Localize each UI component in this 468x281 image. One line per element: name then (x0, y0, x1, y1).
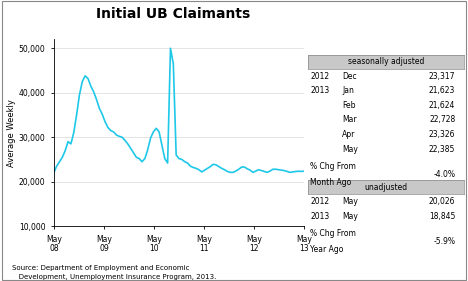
Text: Initial UB Claimants: Initial UB Claimants (96, 7, 250, 21)
Y-axis label: Average Weekly: Average Weekly (7, 99, 16, 167)
Text: May: May (342, 212, 358, 221)
Text: Development, Unemployment Insurance Program, 2013.: Development, Unemployment Insurance Prog… (12, 274, 216, 280)
Text: -4.0%: -4.0% (433, 170, 455, 179)
Text: Jan: Jan (342, 86, 354, 95)
Text: May: May (342, 197, 358, 206)
Text: 23,326: 23,326 (429, 130, 455, 139)
Text: % Chg From: % Chg From (310, 162, 356, 171)
Text: 2013: 2013 (310, 212, 329, 221)
Text: 22,385: 22,385 (429, 145, 455, 154)
Text: Month Ago: Month Ago (310, 178, 351, 187)
Text: % Chg From: % Chg From (310, 229, 356, 238)
Text: 23,317: 23,317 (429, 72, 455, 81)
Text: 2012: 2012 (310, 197, 329, 206)
Text: 21,623: 21,623 (429, 86, 455, 95)
Text: Dec: Dec (342, 72, 357, 81)
Text: Year Ago: Year Ago (310, 245, 344, 254)
Text: 21,624: 21,624 (429, 101, 455, 110)
Text: 2013: 2013 (310, 86, 329, 95)
Text: 2012: 2012 (310, 72, 329, 81)
Text: 22,728: 22,728 (429, 115, 455, 124)
Text: Apr: Apr (342, 130, 356, 139)
Text: -5.9%: -5.9% (433, 237, 455, 246)
Text: 20,026: 20,026 (429, 197, 455, 206)
Text: May: May (342, 145, 358, 154)
Text: 18,845: 18,845 (429, 212, 455, 221)
Text: Feb: Feb (342, 101, 356, 110)
Text: unadjusted: unadjusted (364, 183, 408, 192)
Text: Source: Department of Employment and Economic: Source: Department of Employment and Eco… (12, 265, 189, 271)
Text: Mar: Mar (342, 115, 357, 124)
Text: seasonally adjusted: seasonally adjusted (348, 57, 424, 66)
